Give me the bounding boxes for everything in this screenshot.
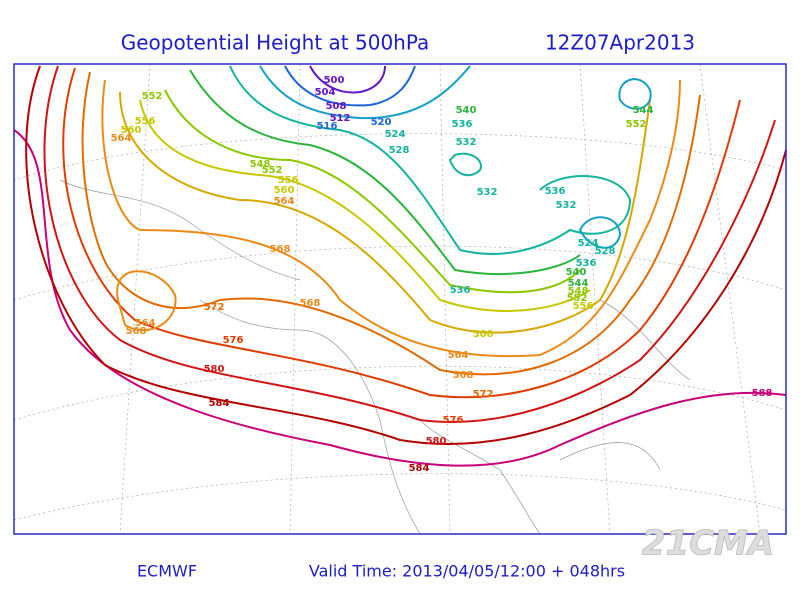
contour-label: 552: [626, 119, 647, 130]
contour-label: 528: [595, 246, 616, 257]
contour-label: 508: [326, 101, 347, 112]
contours: [13, 65, 787, 467]
graticule: [13, 133, 787, 521]
contour-label: 548: [568, 286, 589, 297]
contour-label: 572: [204, 302, 225, 313]
contour-label: 588: [752, 388, 773, 399]
contour-label: 564: [111, 133, 132, 144]
contour: [81, 71, 701, 376]
date: 12Z07Apr2013: [545, 31, 695, 55]
contour: [13, 129, 787, 467]
contour: [101, 79, 681, 358]
contour: [116, 270, 177, 332]
contour: [284, 65, 416, 107]
contour-label: 516: [317, 121, 338, 132]
contour-label: 548: [250, 159, 271, 170]
contour-label: 552: [142, 91, 163, 102]
contour-label: 512: [330, 113, 351, 124]
contour-label: 532: [556, 200, 577, 211]
contour-label: 532: [456, 137, 477, 148]
contour: [119, 91, 651, 334]
contour-label: 524: [385, 129, 406, 140]
contour: [189, 69, 581, 275]
contour-label: 560: [274, 185, 295, 196]
contour: [25, 65, 787, 445]
contour-label: 556: [278, 175, 299, 186]
contour: [578, 216, 622, 249]
contour-label: 536: [576, 258, 597, 269]
contour-label: 580: [204, 364, 225, 375]
contour-label: 536: [452, 119, 473, 130]
contour-label: 568: [453, 370, 474, 381]
contour-label: 544: [633, 105, 654, 116]
contour-label: 532: [477, 187, 498, 198]
contour-label: 500: [324, 75, 345, 86]
contour: [618, 78, 652, 110]
contour-label: 576: [443, 415, 464, 426]
contour-label: 536: [450, 285, 471, 296]
graticule: [119, 63, 761, 535]
contour-label: 524: [578, 238, 599, 249]
contour: [259, 65, 471, 120]
source: ECMWF: [137, 562, 197, 581]
contour-label: 552: [262, 165, 283, 176]
contour-label: 564: [448, 350, 469, 361]
contour: [164, 89, 581, 294]
contour-label: 572: [473, 389, 494, 400]
contour: [229, 65, 632, 255]
contour: [448, 152, 482, 177]
contour-label: 520: [371, 117, 392, 128]
contour-label: 564: [274, 196, 295, 207]
contour-label: 560: [473, 329, 494, 340]
coastline: [59, 179, 691, 535]
contour: [309, 65, 386, 94]
contour-label: 576: [223, 335, 244, 346]
title: Geopotential Height at 500hPa: [121, 31, 430, 55]
contour-label: 568: [300, 298, 321, 309]
valid-time: Valid Time: 2013/04/05/12:00 + 048hrs: [309, 562, 625, 581]
contour-label: 568: [126, 326, 147, 337]
contour-label: 552: [567, 293, 588, 304]
watermark: 21CMA: [642, 524, 774, 564]
contour-label: 556: [135, 116, 156, 127]
contour-label: 580: [426, 436, 447, 447]
contour-label: 540: [456, 105, 477, 116]
contour-label: 564: [135, 318, 156, 329]
contour-label: 568: [270, 244, 291, 255]
contour-label: 560: [121, 125, 142, 136]
map-frame: [13, 63, 787, 535]
contour-label: 584: [409, 463, 430, 474]
contour-label: 584: [209, 398, 230, 409]
contour-label: 544: [568, 278, 589, 289]
contour: [62, 67, 741, 399]
contour-label: 556: [573, 301, 594, 312]
contour: [43, 65, 776, 423]
contour-label: 540: [566, 267, 587, 278]
contour-label: 504: [315, 87, 336, 98]
contour: [139, 99, 591, 312]
contour-label: 536: [545, 186, 566, 197]
contour-label: 528: [389, 145, 410, 156]
